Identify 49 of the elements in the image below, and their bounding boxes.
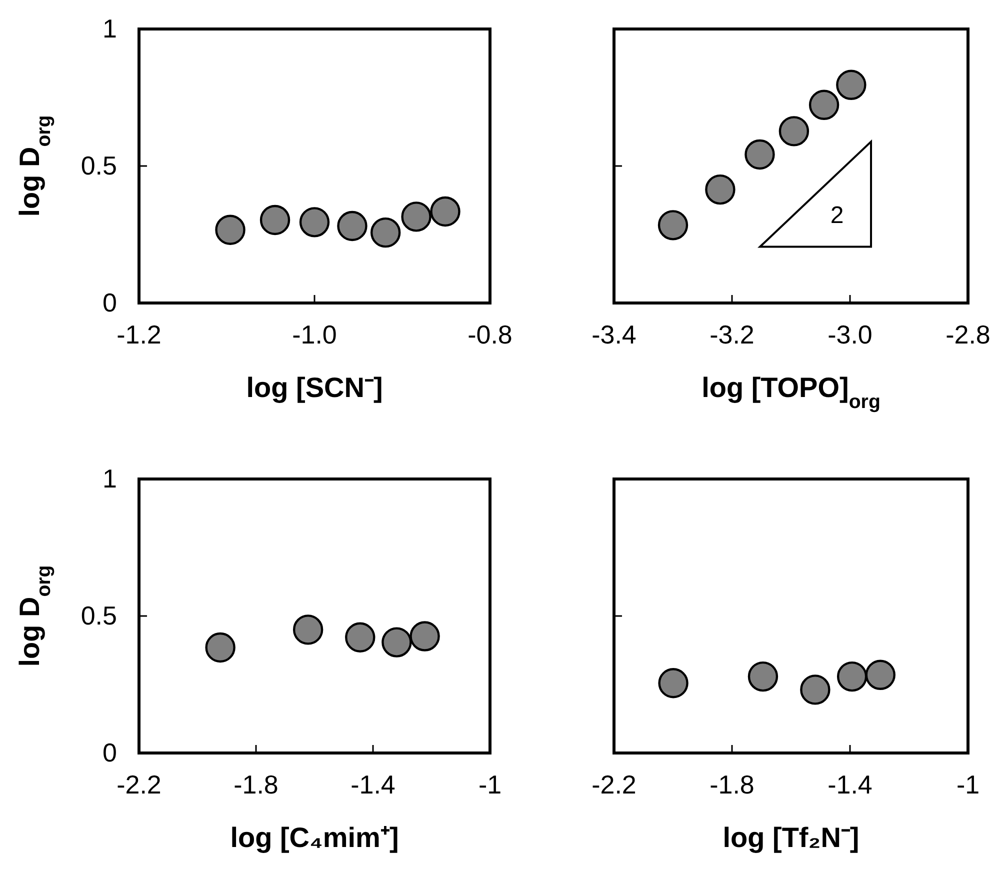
x-tick-label: -1.8	[710, 769, 754, 800]
point	[748, 661, 778, 692]
x-tick-label: -3.4	[592, 319, 636, 350]
y-tick-label: 0.5	[80, 150, 117, 180]
x-tick-label: -0.8	[468, 319, 512, 350]
x-tick-label: -2.8	[946, 319, 990, 350]
x-axis-title: log [Tf₂N⁻]	[722, 822, 860, 853]
x-tick-label: -1.4	[350, 769, 396, 800]
y-tick-label: 1	[102, 13, 117, 44]
point	[215, 214, 246, 245]
point	[299, 207, 330, 238]
point	[410, 621, 440, 652]
x-tick-label: -1.4	[828, 769, 872, 800]
y-tick-label: 1	[102, 463, 117, 494]
x-tick-label: -1.2	[116, 319, 162, 350]
point	[658, 668, 688, 698]
point	[658, 210, 688, 240]
x-tick-label: -1.0	[292, 319, 337, 350]
point	[260, 204, 290, 236]
point	[800, 674, 830, 705]
point	[865, 660, 896, 690]
y-tick-label: 0	[102, 737, 117, 768]
point	[836, 661, 868, 692]
x-tick-label: -3.2	[710, 319, 754, 350]
x-axis-title: log [SCN⁻]	[246, 372, 383, 403]
point	[836, 70, 866, 100]
x-tick-label: -2.2	[592, 769, 636, 800]
point	[401, 202, 432, 232]
x-tick-label: -2.2	[116, 769, 162, 800]
point	[430, 196, 460, 227]
point	[808, 90, 840, 120]
point	[345, 622, 376, 652]
x-tick-label: -1	[956, 769, 980, 800]
x-tick-label: -3.0	[828, 319, 872, 350]
x-axis-title: log [C₄mim⁺]	[230, 822, 399, 853]
x-tick-label: -1.8	[234, 769, 278, 800]
x-axis-title: log [TOPO]$_{org}$	[702, 372, 880, 413]
x-tick-label: -1	[478, 769, 502, 800]
point	[382, 627, 412, 658]
point	[292, 614, 324, 645]
point	[705, 174, 736, 205]
annotation: 2	[830, 202, 844, 230]
point	[205, 632, 236, 663]
y-tick-label: 0	[102, 287, 117, 318]
point	[744, 139, 775, 170]
y-tick-label: 0.5	[80, 600, 117, 630]
point	[370, 218, 401, 248]
point	[337, 210, 368, 242]
point	[778, 116, 810, 146]
